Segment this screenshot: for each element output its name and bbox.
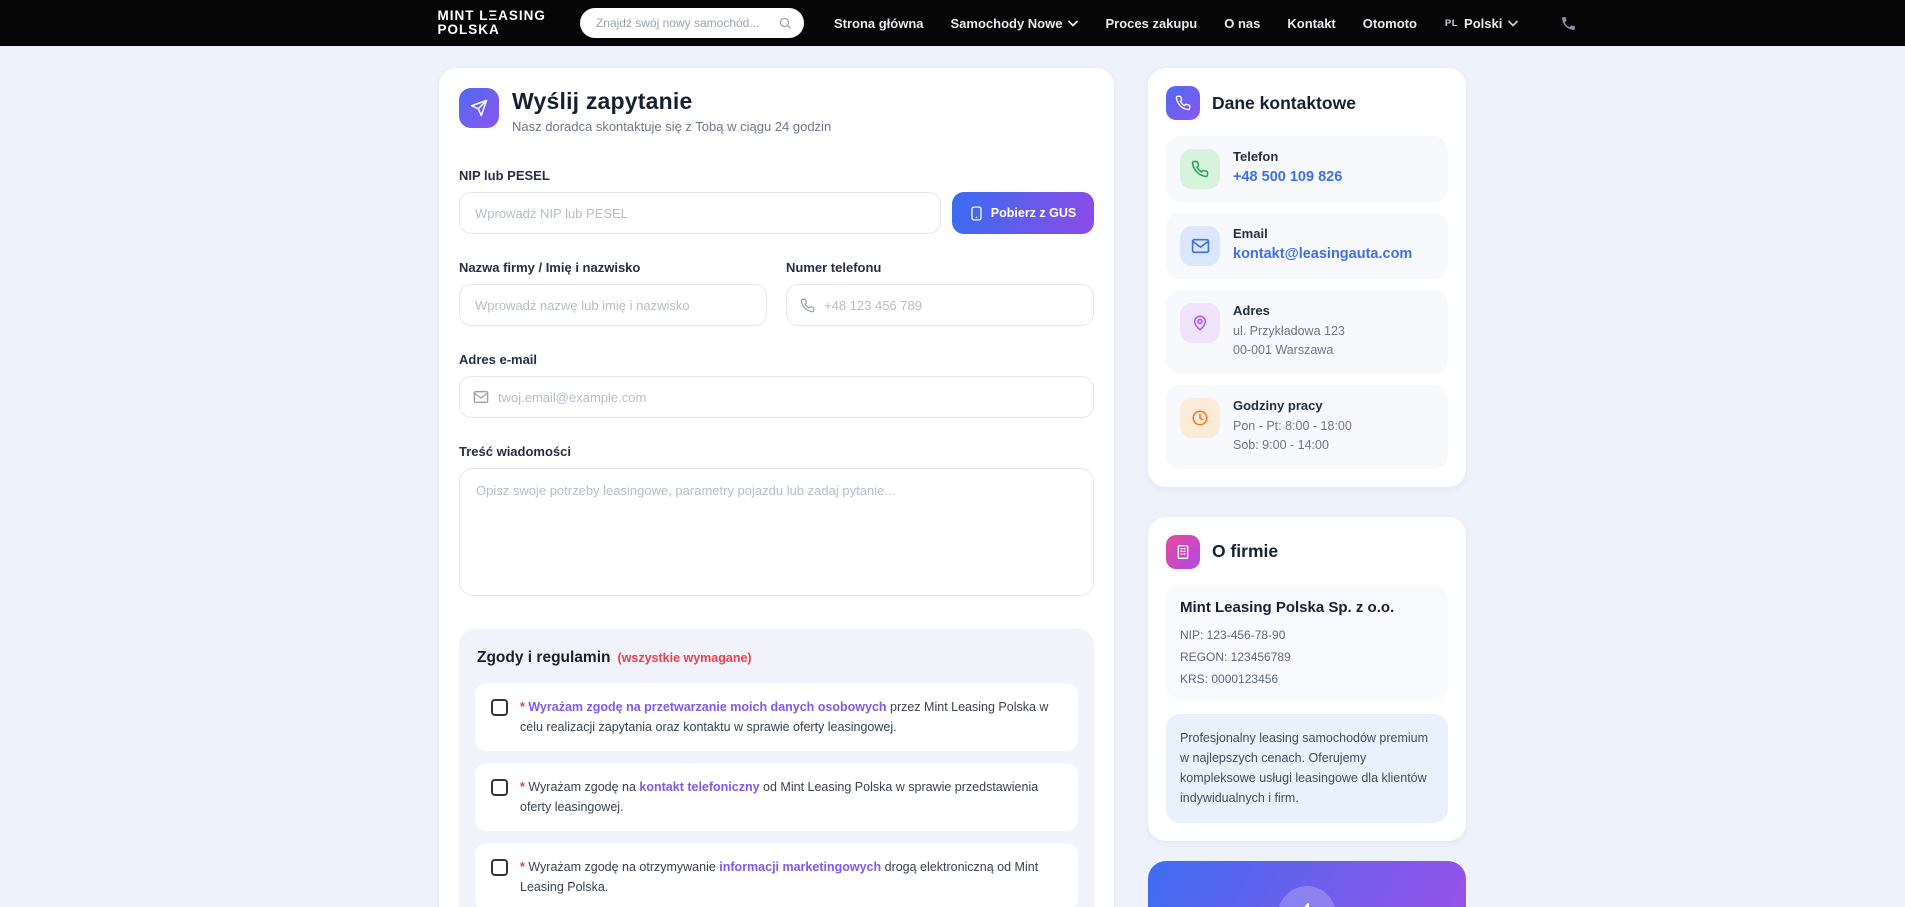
top-navbar: MINT LΞASING POLSKA Strona główna Samoch…: [0, 0, 1905, 46]
company-name: Mint Leasing Polska Sp. z o.o.: [1180, 598, 1395, 616]
mail-icon: [473, 390, 489, 404]
mail-icon: [1180, 226, 1220, 266]
address-line-2: 00-001 Warszawa: [1233, 343, 1334, 358]
email-input[interactable]: [498, 389, 1080, 405]
send-icon: [459, 88, 499, 128]
phone-icon: [800, 298, 815, 313]
form-subtitle: Nasz doradca skontaktuje się z Tobą w ci…: [512, 119, 832, 134]
company-krs: KRS: 0000123456: [1180, 671, 1279, 686]
sidebar: Dane kontaktowe Telefon +48 500 109 826 …: [1148, 68, 1466, 907]
message-field-group: Treść wiadomości: [459, 444, 1094, 601]
chevron-down-icon: [1508, 20, 1519, 27]
about-company-card: O firmie Mint Leasing Polska Sp. z o.o. …: [1148, 516, 1466, 841]
building-icon: [1166, 534, 1200, 569]
nav-link-new-cars[interactable]: Samochody Nowe: [951, 16, 1079, 31]
clock-icon: [1180, 397, 1220, 438]
phone-icon: [1166, 86, 1200, 120]
phone-field-group: Numer telefonu: [786, 260, 1094, 326]
contact-row-address: Adres ul. Przykładowa 123 00-001 Warszaw…: [1166, 290, 1448, 374]
hours-row-label: Godziny pracy: [1233, 397, 1323, 413]
consent-row-data-processing: * Wyrażam zgodę na przetwarzanie moich d…: [475, 683, 1078, 751]
nip-input[interactable]: [459, 192, 941, 234]
hours-line-2: Sob: 9:00 - 14:00: [1233, 438, 1329, 453]
map-pin-icon: [1180, 303, 1220, 343]
company-description: Profesjonalny leasing samochodów premium…: [1166, 713, 1448, 823]
main-navigation: Strona główna Samochody Nowe Proces zaku…: [834, 16, 1417, 31]
logo-line-1: MINT LΞASING: [437, 7, 546, 23]
logo-line-2: POLSKA: [437, 22, 500, 37]
message-textarea[interactable]: [459, 468, 1094, 596]
address-row-label: Adres: [1233, 303, 1270, 318]
main-content: Wyślij zapytanie Nasz doradca skontaktuj…: [439, 68, 1466, 907]
name-label: Nazwa firmy / Imię i nazwisko: [459, 260, 641, 275]
email-field-group: Adres e-mail: [459, 352, 1094, 418]
consent-link-data-processing[interactable]: Wyrażam zgodę na przetwarzanie moich dan…: [528, 700, 887, 714]
consent-row-phone-contact: * Wyrażam zgodę na kontakt telefoniczny …: [475, 763, 1078, 831]
phone-icon: [1180, 149, 1220, 189]
about-card-title: O firmie: [1212, 541, 1279, 561]
phone-icon[interactable]: [1560, 15, 1577, 32]
consent-link-marketing[interactable]: informacji marketingowych: [719, 860, 882, 874]
consent-text-2: * Wyrażam zgodę na kontakt telefoniczny …: [520, 780, 1039, 814]
company-regon: REGON: 123456789: [1180, 649, 1291, 664]
email-link[interactable]: kontakt@leasingauta.com: [1233, 246, 1413, 262]
form-header: Wyślij zapytanie Nasz doradca skontaktuj…: [459, 88, 1094, 134]
inquiry-form-card: Wyślij zapytanie Nasz doradca skontaktuj…: [439, 68, 1114, 907]
company-details: Mint Leasing Polska Sp. z o.o. NIP: 123-…: [1166, 584, 1448, 700]
search-bar: [579, 8, 804, 38]
consent-row-marketing: * Wyrażam zgodę na otrzymywanie informac…: [475, 843, 1078, 907]
consents-section: Zgody i regulamin (wszystkie wymagane) * …: [459, 629, 1094, 907]
consent-link-phone-contact[interactable]: kontakt telefoniczny: [639, 780, 760, 794]
name-phone-row: Nazwa firmy / Imię i nazwisko Numer tele…: [459, 260, 1094, 326]
contact-row-email: Email kontakt@leasingauta.com: [1166, 213, 1448, 279]
company-name-input[interactable]: [459, 284, 767, 326]
logo[interactable]: MINT LΞASING POLSKA: [437, 7, 546, 37]
phone-label: Numer telefonu: [786, 260, 882, 275]
nav-link-contact[interactable]: Kontakt: [1287, 15, 1336, 31]
contact-info-card: Dane kontaktowe Telefon +48 500 109 826 …: [1148, 68, 1466, 487]
message-label: Treść wiadomości: [459, 444, 571, 459]
contact-row-phone: Telefon +48 500 109 826: [1166, 136, 1448, 202]
language-selector[interactable]: PL Polski: [1444, 15, 1519, 31]
fetch-gus-button[interactable]: Pobierz z GUS: [952, 192, 1094, 234]
hours-line-1: Pon - Pt: 8:00 - 18:00: [1233, 418, 1352, 433]
consent-checkbox-2[interactable]: [491, 779, 508, 796]
chevron-down-icon: [1068, 20, 1079, 27]
phone-row-label: Telefon: [1233, 149, 1279, 164]
phone-number-link[interactable]: +48 500 109 826: [1233, 169, 1343, 185]
nav-link-about[interactable]: O nas: [1224, 15, 1261, 31]
email-label: Adres e-mail: [459, 352, 538, 367]
promo-card[interactable]: [1148, 860, 1466, 907]
language-label: Polski: [1464, 15, 1503, 31]
nav-link-home[interactable]: Strona główna: [833, 15, 924, 31]
consent-text-3: * Wyrażam zgodę na otrzymywanie informac…: [520, 860, 1039, 894]
search-icon[interactable]: [778, 16, 792, 30]
company-nip: NIP: 123-456-78-90: [1180, 627, 1286, 642]
contact-card-title: Dane kontaktowe: [1212, 92, 1356, 113]
email-row-label: Email: [1233, 226, 1268, 241]
device-icon: [970, 205, 983, 221]
consent-checkbox-1[interactable]: [491, 699, 508, 716]
search-input[interactable]: [579, 8, 804, 38]
name-field-group: Nazwa firmy / Imię i nazwisko: [459, 260, 767, 326]
nip-label: NIP lub PESEL: [459, 168, 550, 183]
contact-row-hours: Godziny pracy Pon - Pt: 8:00 - 18:00 Sob…: [1166, 384, 1448, 469]
consent-checkbox-3[interactable]: [491, 859, 508, 876]
phone-number-input[interactable]: [824, 297, 1080, 313]
nav-link-process[interactable]: Proces zakupu: [1105, 15, 1198, 31]
language-code: PL: [1444, 17, 1459, 29]
form-title: Wyślij zapytanie: [512, 88, 693, 114]
consent-text-1: * Wyrażam zgodę na przetwarzanie moich d…: [520, 700, 1049, 734]
lightning-icon: [1278, 885, 1336, 907]
nav-link-otomoto[interactable]: Otomoto: [1362, 15, 1417, 31]
consents-title: Zgody i regulamin (wszystkie wymagane): [477, 649, 752, 666]
nip-field-group: NIP lub PESEL Pobierz z GUS: [459, 168, 1094, 234]
consents-required-note: (wszystkie wymagane): [617, 651, 752, 665]
address-line-1: ul. Przykładowa 123: [1233, 324, 1345, 338]
